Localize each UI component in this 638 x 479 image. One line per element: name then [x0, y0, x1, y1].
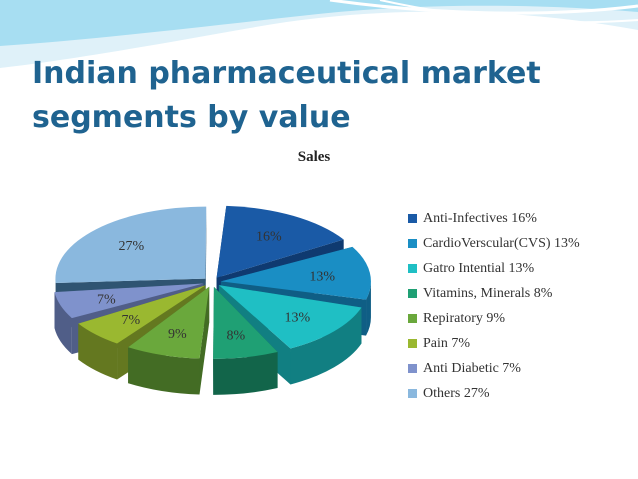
slice-cardioverscular-cvs — [220, 246, 371, 300]
slide-title: Indian pharmaceutical market segments by… — [32, 56, 541, 135]
slice-wall — [205, 206, 207, 315]
slice-side — [290, 307, 362, 385]
slice-repiratory — [128, 286, 210, 359]
slice-side — [213, 352, 278, 395]
slice-side — [54, 292, 72, 355]
legend-item: Gatro Intential 13% — [408, 256, 580, 281]
legend-item: Repiratory 9% — [408, 306, 580, 331]
data-label: 27% — [119, 239, 145, 254]
legend-item: Others 27% — [408, 381, 580, 406]
legend-item: Anti-Infectives 16% — [408, 206, 580, 231]
slice-pain — [78, 285, 206, 344]
legend-swatch — [408, 314, 417, 323]
data-label: 7% — [97, 292, 116, 307]
legend-swatch — [408, 214, 417, 223]
legend-label: Anti-Infectives 16% — [423, 210, 537, 226]
slice-side — [78, 323, 118, 380]
legend-item: Pain 7% — [408, 331, 580, 356]
legend-label: Others 27% — [423, 385, 490, 401]
slice-side — [366, 281, 371, 336]
data-label: 8% — [226, 329, 245, 344]
wave-line-2 — [379, 0, 638, 24]
legend-swatch — [408, 264, 417, 273]
chart-legend: Anti-Infectives 16% CardioVerscular(CVS) … — [408, 206, 580, 406]
chart-title: Sales — [298, 149, 331, 165]
wave-line — [329, 0, 638, 15]
data-label: 7% — [121, 313, 140, 328]
slice-vitamins-minerals — [213, 286, 278, 359]
legend-swatch — [408, 364, 417, 373]
legend-swatch — [408, 339, 417, 348]
legend-swatch — [408, 289, 417, 298]
legend-label: Anti Diabetic 7% — [423, 360, 521, 376]
slice-side — [128, 347, 200, 395]
legend-label: Repiratory 9% — [423, 310, 506, 326]
legend-swatch — [408, 239, 417, 248]
legend-item: Anti Diabetic 7% — [408, 356, 580, 381]
legend-label: Vitamins, Minerals 8% — [423, 285, 553, 301]
legend-label: Pain 7% — [423, 335, 471, 351]
legend-label: CardioVerscular(CVS) 13% — [423, 235, 580, 251]
slice-others — [55, 206, 207, 283]
wave-mid — [0, 0, 638, 46]
slice-anti-infectives — [216, 205, 344, 278]
pie-slices: 16% 13% 13% 8% 9% 7% 7% 27% — [54, 205, 371, 395]
data-label: 16% — [256, 230, 282, 245]
legend-swatch — [408, 389, 417, 398]
legend-item: Vitamins, Minerals 8% — [408, 281, 580, 306]
slice-anti-diabetic — [54, 283, 204, 319]
slice-gatro-intential — [218, 285, 362, 349]
legend-item: CardioVerscular(CVS) 13% — [408, 231, 580, 256]
data-label: 13% — [309, 269, 335, 284]
data-label: 9% — [168, 327, 187, 342]
data-label: 13% — [284, 311, 310, 326]
legend-label: Gatro Intential 13% — [423, 260, 535, 276]
